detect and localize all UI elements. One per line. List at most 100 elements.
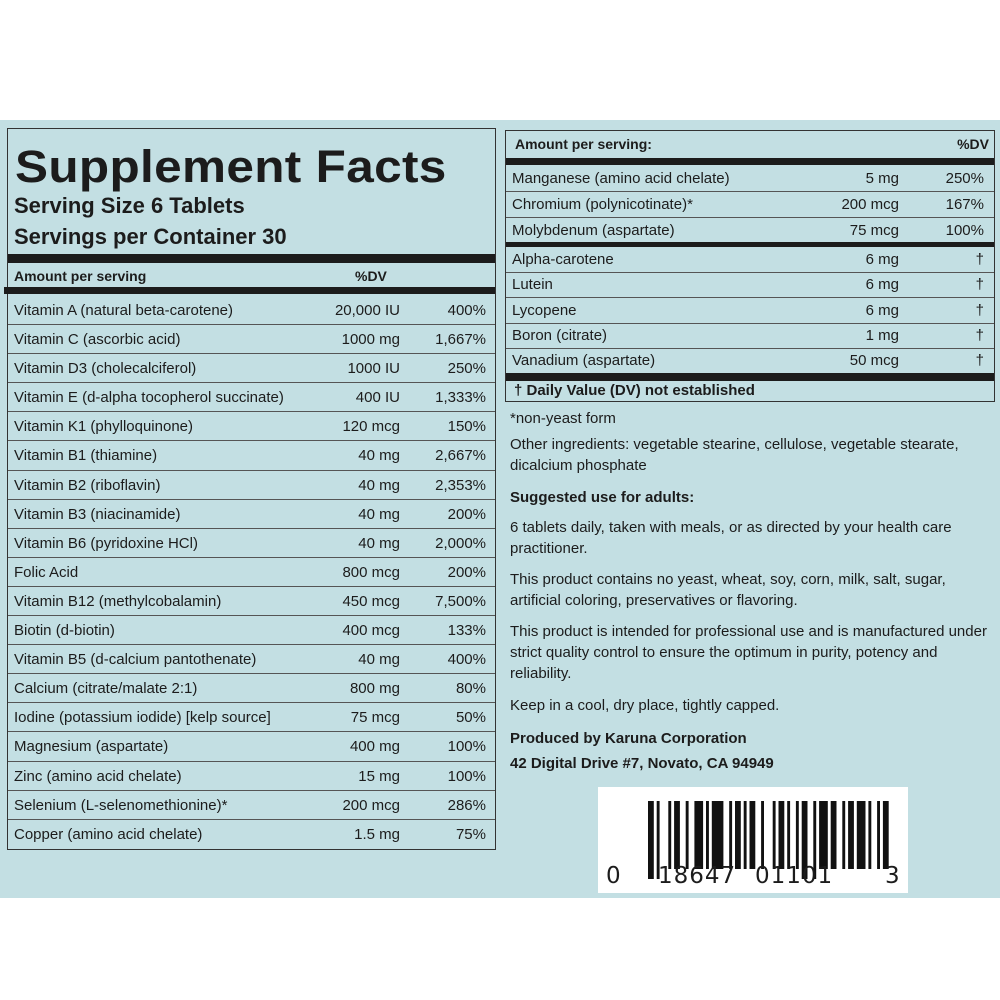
nutrient-name: Vitamin C (ascorbic acid): [14, 331, 181, 349]
nutrient-amount: 1000 mg: [341, 331, 400, 349]
nutrient-dv: 400%: [447, 302, 486, 319]
table-header: Amount per serving: %DV: [506, 131, 994, 158]
barcode-digits: 18647: [658, 863, 737, 889]
barcode-digit: 0: [606, 863, 621, 889]
non-yeast-note: *non-yeast form: [510, 410, 616, 427]
barcode-bar: [877, 801, 880, 869]
barcode-bar: [743, 801, 747, 869]
nutrient-amount: 40 mg: [358, 651, 400, 669]
nutrient-dv: 133%: [447, 622, 486, 640]
barcode-bar: [801, 801, 808, 879]
nutrient-name: Vitamin B5 (d-calcium pantothenate): [14, 651, 257, 669]
address: 42 Digital Drive #7, Novato, CA 94949: [510, 755, 774, 772]
barcode-bar: [868, 801, 872, 869]
nutrient-name: Boron (citrate): [512, 327, 608, 344]
nutrient-dv: †: [975, 352, 984, 369]
divider: [506, 242, 994, 247]
nutrient-dv: 50%: [455, 709, 486, 727]
nutrient-amount: 800 mg: [349, 680, 400, 698]
nutrient-dv: 75%: [455, 825, 486, 843]
storage-instructions: Keep in a cool, dry place, tightly cappe…: [510, 697, 780, 714]
other-ingredients: Other ingredients: vegetable stearine, c…: [510, 436, 959, 474]
header-dv: %DV: [355, 268, 387, 284]
nutrient-row: Iodine (potassium iodide) [kelp source] 7…: [8, 703, 495, 733]
nutrient-dv: 7,500%: [435, 592, 486, 610]
barcode-bar: [749, 801, 756, 869]
nutrient-dv: †: [975, 302, 984, 319]
nutrient-row: Vitamin B5 (d-calcium pantothenate) 40 mg…: [8, 645, 495, 675]
barcode-bar: [761, 801, 764, 869]
nutrient-name: Chromium (polynicotinate)*: [512, 196, 693, 213]
producer: Produced by Karuna Corporation: [510, 730, 747, 747]
nutrient-name: Vanadium (aspartate): [512, 352, 656, 369]
nutrient-dv: †: [975, 251, 984, 268]
barcode-bar: [668, 801, 672, 869]
nutrient-dv: 400%: [447, 651, 486, 669]
nutrient-name: Manganese (amino acid chelate): [512, 170, 730, 187]
nutrient-row: Molybdenum (aspartate) 75 mcg 100%: [506, 218, 994, 242]
nutrient-name: Vitamin B3 (niacinamide): [14, 505, 181, 523]
nutrient-row: Vitamin B12 (methylcobalamin) 450 mcg 7,50…: [8, 587, 495, 617]
nutrient-dv: 2,667%: [435, 447, 486, 465]
barcode-digits: 01101: [755, 863, 834, 889]
nutrient-dv: 250%: [447, 360, 486, 378]
barcode-bar: [795, 801, 799, 869]
servings-per-container: Servings per Container 30: [14, 224, 287, 249]
barcode-bar: [711, 801, 724, 869]
barcode-bar: [778, 801, 785, 869]
nutrient-row: Zinc (amino acid chelate) 15 mg 100%: [8, 762, 495, 791]
barcode-bar: [685, 801, 689, 869]
nutrient-row: Magnesium (aspartate) 400 mg 100%: [8, 732, 495, 762]
divider: [8, 254, 495, 263]
nutrient-amount: 200 mcg: [342, 796, 400, 814]
nutrient-amount: 120 mcg: [342, 418, 400, 436]
nutrient-row: Manganese (amino acid chelate) 5 mg 250%: [506, 166, 994, 192]
barcode-bar: [787, 801, 791, 869]
nutrient-amount: 20,000 IU: [334, 302, 400, 319]
nutrient-row: Folic Acid 800 mcg 200%: [8, 558, 495, 587]
nutrient-name: Biotin (d-biotin): [14, 622, 115, 640]
nutrient-row: Biotin (d-biotin) 400 mcg 133%: [8, 616, 495, 646]
nutrient-name: Vitamin E (d-alpha tocopherol succinate): [14, 389, 284, 407]
nutrient-name: Selenium (L-selenomethionine)*: [14, 796, 228, 814]
suggested-use-heading: Suggested use for adults:: [510, 489, 695, 506]
nutrient-row: Vitamin B1 (thiamine) 40 mg 2,667%: [8, 441, 495, 471]
barcode-bar: [813, 801, 817, 879]
nutrient-name: Vitamin B6 (pyridoxine HCl): [14, 534, 198, 552]
nutrient-dv: 80%: [455, 680, 486, 698]
barcode-bar: [830, 801, 837, 869]
nutrient-dv: 100%: [447, 767, 486, 785]
nutrient-dv: †: [975, 327, 984, 344]
divider: [506, 373, 994, 381]
nutrient-name: Vitamin B12 (methylcobalamin): [14, 592, 222, 610]
nutrient-name: Copper (amino acid chelate): [14, 825, 203, 843]
nutrient-row: Vanadium (aspartate) 50 mcg †: [506, 348, 994, 373]
nutrient-name: Vitamin A (natural beta-carotene): [14, 302, 234, 319]
nutrient-amount: 450 mcg: [342, 592, 400, 610]
nutrient-row: Vitamin B2 (riboflavin) 40 mg 2,353%: [8, 471, 495, 500]
nutrient-row: Vitamin B3 (niacinamide) 40 mg 200%: [8, 500, 495, 529]
barcode-bar: [656, 801, 660, 879]
nutrient-row: Copper (amino acid chelate) 1.5 mg 75%: [8, 820, 495, 849]
title: Supplement Facts: [15, 141, 447, 192]
nutrient-amount: 6 mg: [865, 251, 899, 268]
nutrient-name: Iodine (potassium iodide) [kelp source]: [14, 709, 271, 727]
nutrient-amount: 75 mcg: [849, 222, 899, 239]
nutrient-dv: 2,000%: [435, 534, 486, 552]
nutrient-amount: 5 mg: [865, 170, 899, 187]
header-amount: Amount per serving:: [515, 136, 652, 152]
nutrient-row: Vitamin E (d-alpha tocopherol succinate)…: [8, 383, 495, 413]
nutrient-name: Vitamin B1 (thiamine): [14, 447, 158, 465]
barcode-bars: [648, 801, 889, 879]
nutrient-row: Vitamin C (ascorbic acid) 1000 mg 1,667%: [8, 325, 495, 355]
nutrient-name: Vitamin D3 (cholecalciferol): [14, 360, 197, 378]
suggested-use: 6 tablets daily, taken with meals, or as…: [510, 519, 952, 557]
barcode-bar: [842, 801, 846, 869]
header-amount: Amount per serving: [14, 268, 147, 284]
nutrient-name: Lutein: [512, 276, 553, 293]
nutrient-amount: 1 mg: [865, 327, 899, 344]
nutrient-list: Vitamin A (natural beta-carotene) 20,000 …: [8, 296, 495, 849]
nutrient-amount: 40 mg: [358, 476, 400, 494]
supplement-facts-left: Supplement Facts Serving Size 6 Tablets …: [4, 128, 496, 850]
nutrient-name: Molybdenum (aspartate): [512, 222, 675, 239]
